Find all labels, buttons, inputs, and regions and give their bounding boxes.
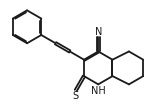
Text: S: S [73, 91, 79, 101]
Text: N: N [95, 27, 102, 37]
Text: NH: NH [91, 86, 106, 96]
